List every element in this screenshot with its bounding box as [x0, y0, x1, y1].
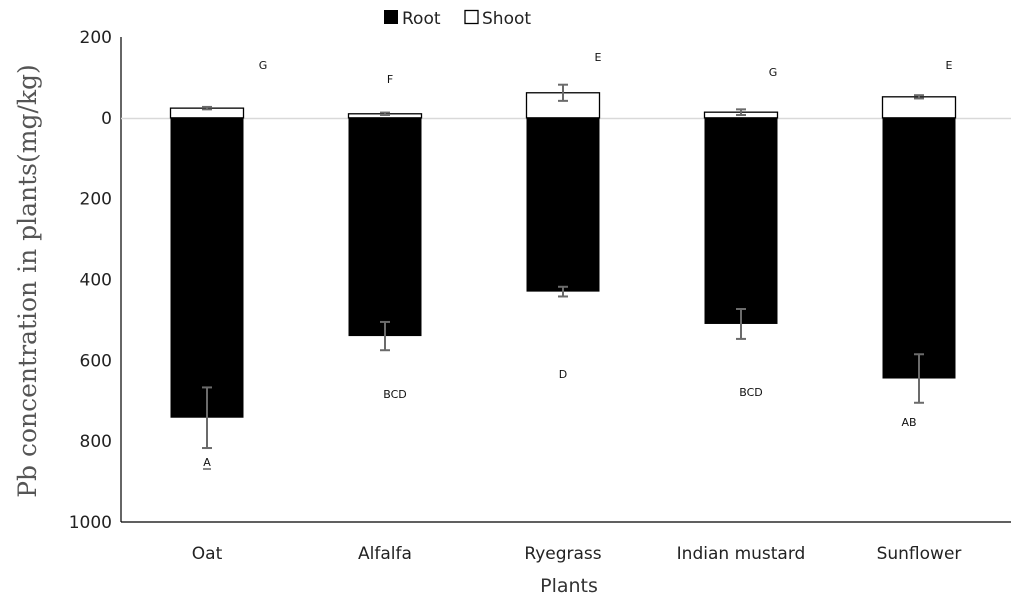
legend-label-shoot: Shoot — [482, 9, 531, 29]
shoot-significance-letter: E — [946, 59, 953, 72]
bar-root — [704, 117, 778, 324]
shoot-significance-letter: F — [387, 73, 393, 86]
y-ticks: 200 0 200 400 600 800 1000 — [69, 28, 112, 533]
x-tick-label: Indian mustard — [677, 544, 806, 564]
shoot-significance-letter: E — [595, 51, 602, 64]
y-tick-label: 400 — [80, 271, 112, 291]
root-significance-letter: A — [203, 456, 211, 469]
bar-root — [348, 117, 422, 337]
bar-root — [526, 117, 600, 292]
x-tick-label: Sunflower — [877, 544, 962, 564]
bar-root — [170, 117, 244, 418]
x-axis-title: Plants — [540, 575, 598, 597]
x-ticks: Oat Alfalfa Ryegrass Indian mustard Sunflowe… — [192, 544, 962, 564]
y-axis-title: Pb concentration in plants(mg/kg) — [13, 64, 42, 498]
shoot-significance-letter: G — [259, 59, 268, 72]
legend: Root Shoot — [384, 9, 531, 29]
root-significance-letter: D — [559, 368, 567, 381]
root-significance-letter: BCD — [383, 388, 407, 401]
y-tick-label: 600 — [80, 351, 112, 371]
bars: A G BCD F D E BCD G AB E — [169, 51, 957, 470]
shoot-significance-letter: G — [769, 66, 778, 79]
legend-swatch-shoot — [464, 9, 479, 25]
bar-shoot — [881, 96, 957, 119]
y-tick-label: 800 — [80, 432, 112, 452]
x-tick-label: Alfalfa — [358, 544, 412, 564]
legend-label-root: Root — [402, 9, 441, 29]
x-tick-label: Oat — [192, 544, 223, 564]
y-tick-label: 0 — [101, 109, 112, 129]
y-tick-label: 1000 — [69, 513, 112, 533]
root-significance-letter: BCD — [739, 386, 763, 399]
x-tick-label: Ryegrass — [524, 544, 601, 564]
legend-swatch-root — [384, 10, 398, 24]
y-tick-label: 200 — [80, 28, 112, 48]
root-significance-letter: AB — [901, 416, 916, 429]
y-tick-label: 200 — [80, 190, 112, 210]
bar-root — [882, 117, 956, 379]
